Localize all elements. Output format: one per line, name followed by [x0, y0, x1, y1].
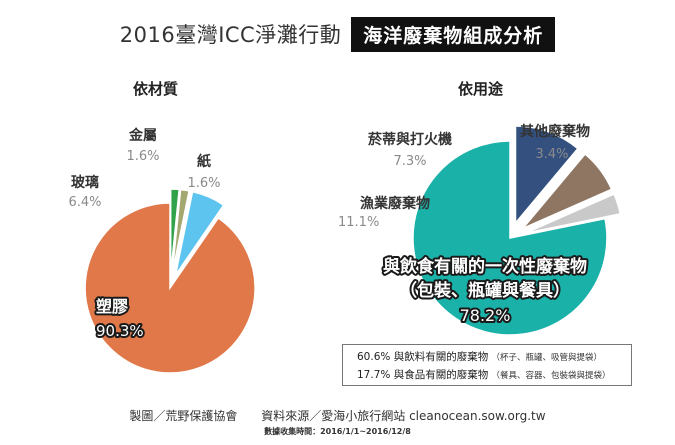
footer-credit: 製圖／荒野保護協會 — [129, 409, 238, 423]
pie-slice — [171, 188, 190, 275]
breakdown-line-drinks: 60.6% 與飲料有關的廢棄物 （杯子、瓶罐、吸管與提袋） — [357, 349, 625, 367]
pie-slice — [174, 190, 225, 276]
footer-date-range: 數據收集時間：2016/1/1~2016/12/8 — [264, 427, 411, 436]
slice-value-label: 3.4% — [535, 147, 568, 162]
breakdown-food-main: 17.7% 與食品有關的廢棄物 — [357, 369, 489, 381]
footer-source: 資料來源／愛海小旅行網站 cleanocean.sow.org.tw — [261, 409, 546, 423]
right-chart-title: 依用途 — [458, 80, 504, 98]
slice-name-label: 玻璃 — [71, 174, 99, 191]
slice-name-label: 金屬 — [128, 127, 157, 144]
slice-value-label: 78.2% — [460, 306, 511, 325]
slice-name-label: 其他廢棄物 — [520, 123, 590, 140]
slice-value-label: 1.6% — [187, 176, 220, 191]
slice-value-label: 1.6% — [126, 149, 159, 164]
breakdown-line-food: 17.7% 與食品有關的廢棄物 （餐具、容器、包裝袋與提袋） — [357, 367, 625, 385]
breakdown-drinks-note: （杯子、瓶罐、吸管與提袋） — [491, 353, 603, 363]
pie-slice — [514, 125, 579, 226]
pie-slice — [412, 140, 608, 336]
slice-value-label: 7.3% — [393, 154, 426, 169]
slice-name-label: 與飲食有關的一次性廢棄物 — [383, 256, 587, 277]
pie-slice — [522, 152, 613, 230]
slice-value-label: 90.3% — [96, 322, 144, 340]
pie-slice — [84, 202, 256, 374]
left-chart-title: 依材質 — [133, 80, 179, 98]
slice-name-label: 塑膠 — [96, 297, 128, 316]
slice-value-label: 6.4% — [68, 195, 101, 210]
page-title: 2016臺灣ICC淨灘行動 — [119, 23, 342, 47]
header: 2016臺灣ICC淨灘行動 海洋廢棄物組成分析 — [0, 14, 675, 54]
pie-slice — [169, 188, 181, 275]
slice-value-label: 11.1% — [338, 215, 379, 230]
slice-name-label: 漁業廢棄物 — [360, 195, 430, 212]
breakdown-drinks-main: 60.6% 與飲料有關的廢棄物 — [357, 351, 489, 363]
slice-subtitle-label: （包裝、瓶罐與餐具） — [400, 280, 570, 301]
page-title-badge: 海洋廢棄物組成分析 — [351, 16, 556, 52]
pie-slice — [524, 193, 622, 234]
footer: 製圖／荒野保護協會 資料來源／愛海小旅行網站 cleanocean.sow.or… — [0, 407, 675, 424]
breakdown-food-note: （餐具、容器、包裝袋與提袋） — [491, 371, 611, 381]
slice-name-label: 紙 — [197, 153, 211, 170]
usage-breakdown-box: 60.6% 與飲料有關的廢棄物 （杯子、瓶罐、吸管與提袋） 17.7% 與食品有… — [342, 344, 632, 386]
slice-name-label: 菸蒂與打火機 — [368, 131, 452, 148]
